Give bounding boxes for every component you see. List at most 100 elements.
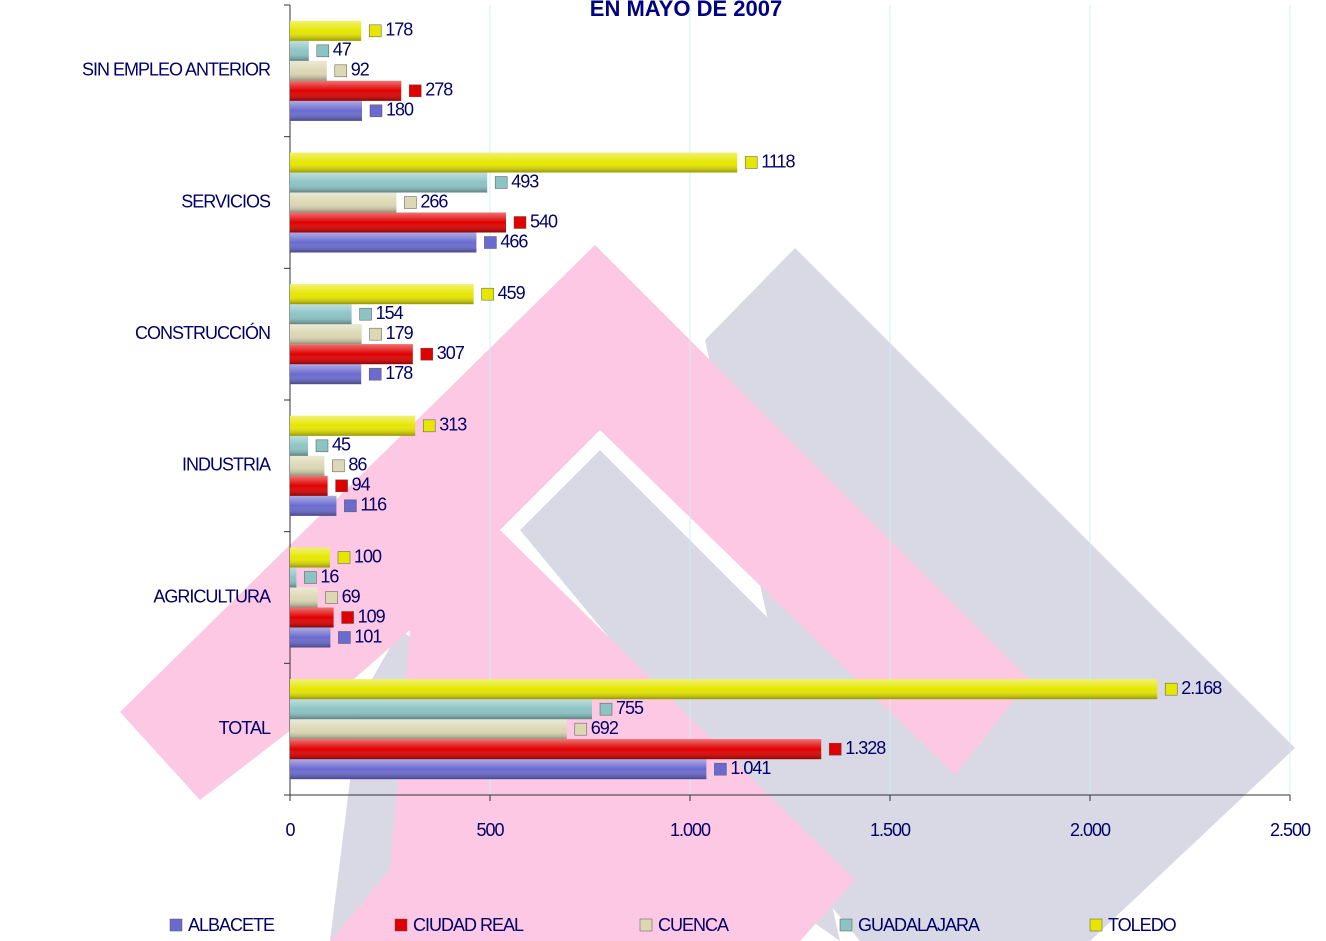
legend-label: CUENCA — [658, 915, 729, 935]
label-key — [369, 104, 383, 118]
value-label: 154 — [376, 303, 404, 323]
bar-shade — [290, 759, 707, 780]
bar-shade — [290, 719, 567, 740]
label-key — [344, 499, 357, 513]
bar-shade — [290, 475, 328, 496]
value-label: 69 — [342, 586, 361, 606]
label-key — [404, 196, 417, 209]
value-label: 179 — [386, 323, 414, 343]
legend-key — [169, 918, 183, 932]
value-label: 2.168 — [1181, 678, 1222, 698]
label-key — [408, 84, 422, 98]
x-tick-label: 1.500 — [870, 820, 911, 840]
value-label: 1.328 — [845, 738, 886, 758]
value-label: 116 — [360, 495, 387, 515]
value-label: 278 — [425, 80, 453, 100]
value-label: 692 — [591, 718, 619, 738]
value-label: 493 — [511, 171, 539, 191]
x-tick-label: 1.000 — [670, 820, 711, 840]
label-key — [513, 216, 527, 229]
value-label: 178 — [385, 20, 413, 40]
label-key — [420, 347, 434, 361]
value-label: 178 — [385, 363, 413, 383]
value-label: 459 — [498, 283, 526, 303]
bar-shade — [290, 100, 362, 121]
value-label: 307 — [437, 343, 465, 363]
value-label: 94 — [352, 475, 371, 495]
label-key — [744, 156, 758, 169]
bar-shade — [290, 284, 474, 305]
label-key — [369, 327, 382, 341]
bar-shade — [290, 679, 1158, 700]
bar-shade — [290, 567, 297, 588]
bar-shade — [290, 172, 488, 193]
label-key — [368, 24, 382, 38]
label-key — [325, 591, 338, 604]
label-key — [332, 459, 345, 473]
bar-shade — [290, 80, 402, 101]
value-label: 47 — [333, 40, 352, 60]
y-tick-label: SERVICIOS — [181, 191, 271, 211]
label-key — [422, 419, 436, 433]
bar-shade — [290, 20, 362, 41]
bar-shade — [290, 607, 334, 628]
x-tick-label: 2.000 — [1070, 820, 1111, 840]
y-tick-label: AGRICULTURA — [153, 586, 271, 606]
label-key — [574, 722, 588, 736]
label-key — [341, 611, 354, 624]
bar-shade — [290, 304, 352, 325]
bar-shade — [290, 60, 327, 81]
value-label: 466 — [500, 231, 528, 251]
x-tick-label: 500 — [476, 820, 504, 840]
label-key — [1164, 682, 1178, 696]
bar-shade — [290, 739, 822, 760]
value-label: 45 — [332, 435, 351, 455]
bar-shade — [290, 192, 397, 213]
value-label: 540 — [530, 211, 558, 231]
label-key — [828, 742, 842, 756]
value-label: 86 — [348, 455, 367, 475]
value-label: 313 — [439, 415, 467, 435]
legend-key — [394, 918, 408, 932]
label-key — [599, 702, 613, 716]
bar-shade — [290, 699, 592, 720]
label-key — [334, 64, 348, 78]
label-key — [368, 367, 382, 381]
label-key — [304, 571, 317, 584]
chart-title: EN MAYO DE 2007 — [590, 0, 782, 21]
x-tick-label: 2.500 — [1270, 820, 1311, 840]
label-key — [337, 551, 351, 564]
legend-label: ALBACETE — [188, 915, 275, 935]
bar-shade — [290, 232, 477, 253]
legend-label: GUADALAJARA — [858, 915, 980, 935]
legend-key — [1089, 918, 1103, 932]
value-label: 180 — [386, 100, 414, 120]
label-key — [494, 176, 508, 189]
value-label: 1.041 — [730, 758, 771, 778]
value-label: 16 — [320, 566, 339, 586]
bar-shade — [290, 627, 331, 648]
bar-shade — [290, 324, 362, 345]
bar-shade — [290, 152, 738, 173]
label-key — [359, 307, 372, 321]
bar-shade — [290, 415, 416, 436]
bar-shade — [290, 587, 318, 608]
value-label: 100 — [354, 546, 382, 566]
value-label: 1118 — [761, 151, 795, 171]
value-label: 109 — [358, 606, 386, 626]
label-key — [316, 44, 330, 58]
x-tick-label: 0 — [285, 820, 295, 840]
legend-key — [839, 918, 853, 932]
y-tick-label: SIN EMPLEO ANTERIOR — [82, 60, 271, 80]
label-key — [481, 287, 494, 301]
plot-area: 0 500 1.000 1.500 2.000 2.500 TOTAL 1.041 1.328 6… — [82, 4, 1312, 935]
y-tick-label: CONSTRUCCIÓN — [135, 322, 270, 343]
legend-key — [639, 918, 653, 932]
label-key — [714, 762, 727, 776]
bar-shade — [290, 455, 325, 476]
bar-shade — [290, 547, 330, 568]
label-key — [335, 479, 348, 493]
bar-shade — [290, 212, 506, 233]
bar-shade — [290, 435, 308, 456]
